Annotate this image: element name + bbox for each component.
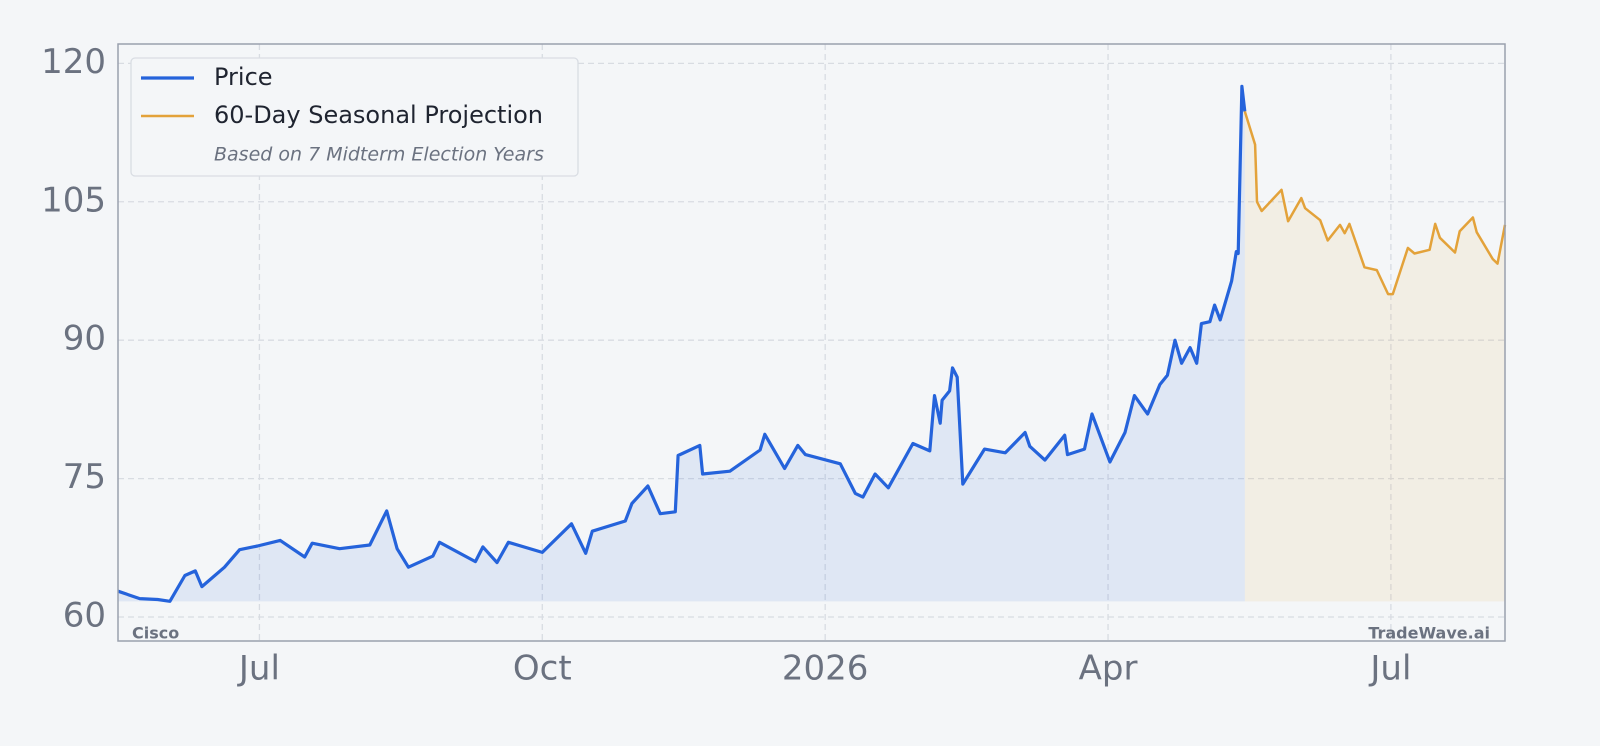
x-tick-label: Oct [513, 649, 572, 689]
plot-frame [117, 43, 1506, 642]
y-tick-label: 60 [63, 596, 106, 636]
legend-box [130, 57, 579, 177]
series-area [118, 86, 1245, 602]
series-line [117, 84, 1247, 603]
legend-label: Price [214, 63, 273, 91]
y-tick-label: 120 [41, 42, 106, 82]
grid [118, 44, 1505, 641]
series-area [1244, 111, 1505, 602]
legend: Based on 7 Midterm Election Years Price 6… [130, 57, 579, 177]
y-tick-label: 90 [63, 319, 106, 359]
plot-marks [117, 84, 1507, 603]
legend-label: 60-Day Seasonal Projection [214, 101, 543, 129]
x-tick-label: Jul [237, 649, 280, 689]
legend-note: Based on 7 Midterm Election Years [214, 144, 544, 166]
annotation: TradeWave.ai [1368, 624, 1490, 643]
y-tick-label: 75 [63, 457, 106, 497]
series-line [1243, 111, 1507, 296]
x-tick-label: 2026 [782, 649, 869, 689]
y-tick-label: 105 [41, 180, 106, 220]
x-tick-label: Apr [1079, 649, 1138, 689]
annotation: Cisco [132, 624, 179, 643]
x-tick-label: Jul [1368, 649, 1411, 689]
